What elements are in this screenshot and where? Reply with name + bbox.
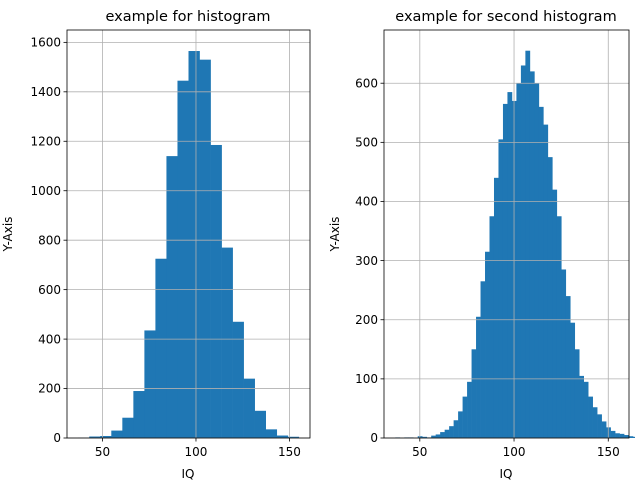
histogram-bar [444,429,450,438]
histogram-bar [520,65,526,438]
histogram-bar [502,103,508,438]
histogram-bar [498,139,504,438]
y-tick-label: 800 [38,233,61,247]
histogram-bar [144,330,156,438]
histogram-bar [265,429,278,438]
histogram-bar [610,430,616,438]
histogram-bar [552,189,558,438]
axes-frame-1 [66,29,311,439]
y-tick-label: 600 [355,76,378,90]
histogram-bar [133,391,145,438]
histogram-bar [287,436,300,438]
histogram-bar [210,144,222,439]
histogram-bar [476,316,481,438]
y-axis-label-1: Y-Axis [1,217,15,253]
histogram-bar [565,296,571,438]
histogram-bar [480,281,486,438]
histogram-bar [453,420,459,438]
x-axis-label-1: IQ [182,467,195,481]
histogram-bar [543,124,549,439]
chart-title-2: example for second histogram [395,9,616,25]
histogram-bar [556,216,562,438]
histogram-bar [633,436,635,438]
histogram-bar [485,251,490,438]
y-tick-label: 400 [38,332,61,346]
x-tick-label: 50 [95,445,110,459]
histogram-bar [435,434,441,438]
histogram-bar [111,430,123,438]
histogram-bar [538,106,544,439]
histogram-bar [177,80,189,438]
y-tick-label: 400 [355,195,378,209]
histogram-bar [601,421,607,438]
x-tick-label: 100 [503,445,526,459]
y-tick-label: 300 [355,254,378,268]
histogram-bar [431,435,436,438]
histogram-bar [254,410,266,438]
histogram-bar [579,375,584,438]
histogram-bar [588,396,593,438]
x-tick-label: 150 [278,445,301,459]
histogram-bar [462,396,468,438]
x-tick-label: 100 [185,445,208,459]
histogram-bar [440,432,445,438]
histogram-bar [232,321,244,438]
y-tick-label: 200 [38,382,61,396]
y-tick-label: 1200 [30,134,61,148]
histogram-bar [489,216,495,438]
histogram-bar [592,407,598,438]
y-tick-label: 0 [370,431,378,445]
histogram-bar [547,157,553,438]
histogram-bar [507,92,513,438]
bars-1 [78,51,300,439]
histogram-bar [619,433,625,438]
histogram-bar [221,247,233,438]
histogram-bar [89,436,101,438]
histogram-bar [166,156,178,439]
chart-title-1: example for histogram [105,9,270,25]
histogram-bar [628,436,634,438]
y-tick-label: 1000 [30,184,61,198]
y-tick-label: 200 [355,313,378,327]
axes-frame-2 [383,29,630,439]
histogram-bar [100,436,112,438]
grid-2 [384,30,629,439]
histogram-bar [574,349,580,438]
x-tick-label: 150 [597,445,620,459]
x-tick-label: 50 [412,445,427,459]
y-tick-label: 1400 [30,85,61,99]
histogram-bar [471,349,477,438]
y-tick-label: 600 [38,283,61,297]
y-tick-label: 100 [355,372,378,386]
histogram-bar [188,51,200,439]
histogram-bar [243,378,255,438]
y-tick-label: 0 [53,431,61,445]
histogram-bar [561,269,567,438]
histogram-2: example for second histogram IQ Y-Axis 5… [328,9,635,481]
histogram-bar [467,381,472,438]
y-axis-label-2: Y-Axis [328,217,342,253]
histogram-bar [422,436,428,438]
histogram-bar [276,435,289,438]
histogram-bar [458,411,463,438]
histogram-1: example for histogram IQ Y-Axis 50 100 150… [1,9,311,481]
histogram-bar [615,433,620,438]
bars-2 [395,50,635,439]
histogram-bar [597,414,602,438]
histogram-bar [624,435,629,438]
x-axis-label-2: IQ [500,467,513,481]
histogram-bar [493,177,499,438]
histogram-bar [122,417,134,438]
histogram-bar [583,381,589,438]
histogram-bar [570,322,576,438]
y-tick-label: 500 [355,136,378,150]
histogram-bar [529,71,535,438]
histogram-bar [155,258,167,438]
y-tick-label: 1600 [30,36,61,50]
histogram-bar [199,59,211,439]
histogram-bar [525,50,531,438]
histogram-bar [449,426,454,438]
